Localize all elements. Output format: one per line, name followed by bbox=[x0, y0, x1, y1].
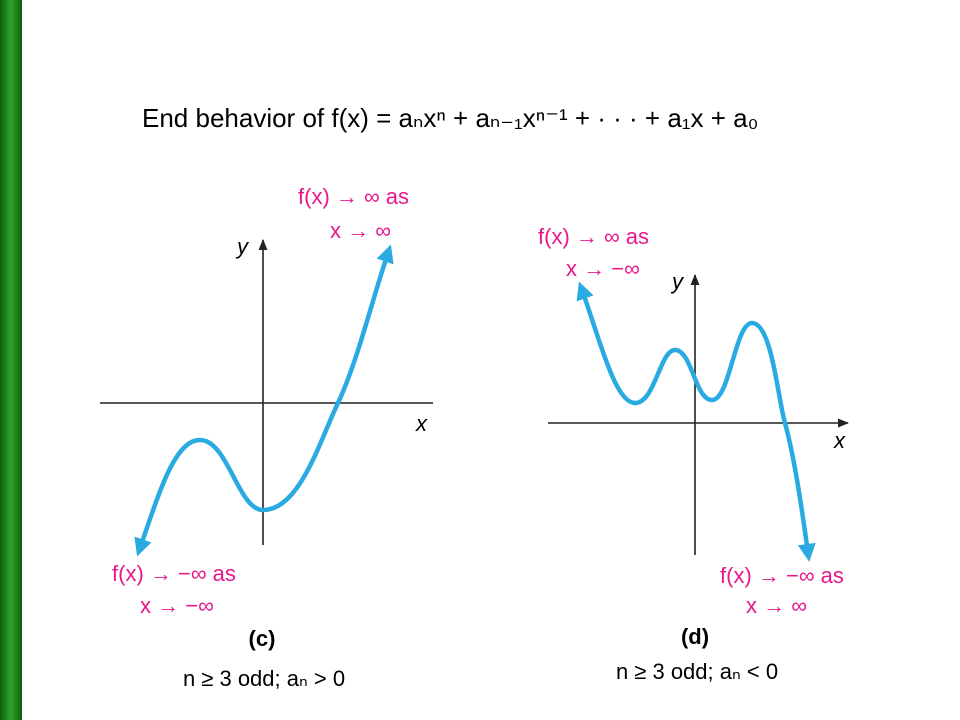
caption: n ≥ 3 odd; aₙ > 0 bbox=[183, 666, 345, 691]
annotation: x → −∞ bbox=[140, 593, 214, 618]
slide-title: End behavior of f(x) = aₙxⁿ + aₙ₋₁xⁿ⁻¹ +… bbox=[142, 103, 758, 133]
annotation: f(x) → ∞ as bbox=[298, 184, 409, 209]
annotation: x → −∞ bbox=[566, 256, 640, 281]
annotation: x → ∞ bbox=[330, 218, 391, 243]
caption: n ≥ 3 odd; aₙ < 0 bbox=[616, 659, 778, 684]
axis-label: y bbox=[235, 234, 250, 259]
annotation: f(x) → −∞ as bbox=[720, 563, 844, 588]
axis-label: x bbox=[415, 411, 428, 436]
annotation: x → ∞ bbox=[746, 593, 807, 618]
panel-label: (d) bbox=[681, 624, 709, 649]
curve bbox=[134, 244, 394, 557]
curve bbox=[576, 281, 816, 562]
axis-label: y bbox=[670, 269, 685, 294]
panel-c: f(x) → ∞ as x → ∞ y x f(x) → −∞ as x → −… bbox=[100, 184, 433, 691]
annotation: f(x) → −∞ as bbox=[112, 561, 236, 586]
panel-d: f(x) → ∞ as x → −∞ y x f(x) → −∞ as x → … bbox=[538, 224, 850, 684]
panel-label: (c) bbox=[249, 626, 276, 651]
axis-label: x bbox=[833, 428, 846, 453]
side-bar bbox=[0, 0, 22, 720]
annotation: f(x) → ∞ as bbox=[538, 224, 649, 249]
